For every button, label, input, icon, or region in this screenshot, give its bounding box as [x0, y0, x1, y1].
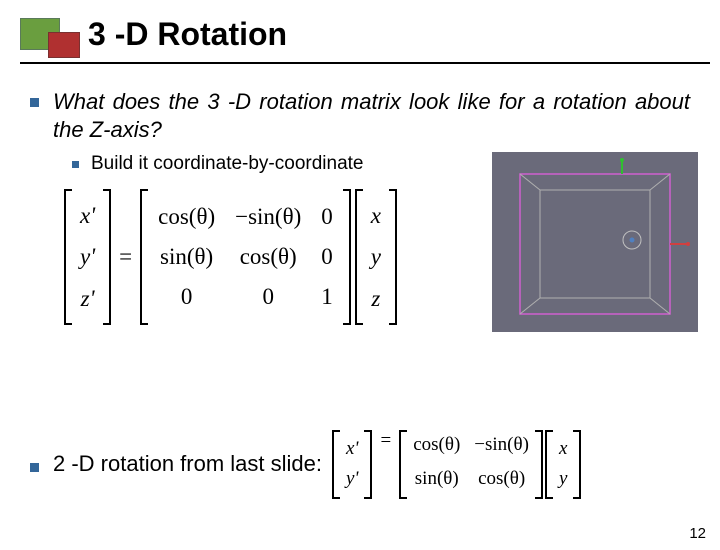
- title-bar: 3 -D Rotation: [0, 10, 720, 70]
- cube-diagram: [492, 152, 698, 332]
- sub-bullet-text: Build it coordinate-by-coordinate: [91, 153, 364, 175]
- slide-title: 3 -D Rotation: [88, 16, 287, 53]
- second-bullet-row: 2 -D rotation from last slide: x' y' = c…: [30, 430, 581, 499]
- bullet-icon: [72, 161, 79, 168]
- title-accent-icon: [20, 18, 78, 56]
- bullet-icon: [30, 463, 39, 472]
- question-text: What does the 3 -D rotation matrix look …: [53, 88, 690, 143]
- matrix-2d: x' y' = cos(θ)−sin(θ) sin(θ)cos(θ) x y: [332, 430, 581, 499]
- main-bullet: What does the 3 -D rotation matrix look …: [30, 88, 690, 143]
- bullet-icon: [30, 98, 39, 107]
- second-bullet-text: 2 -D rotation from last slide:: [53, 451, 322, 477]
- page-number: 12: [689, 525, 706, 542]
- title-underline: [20, 62, 710, 64]
- cube-svg: [492, 152, 698, 332]
